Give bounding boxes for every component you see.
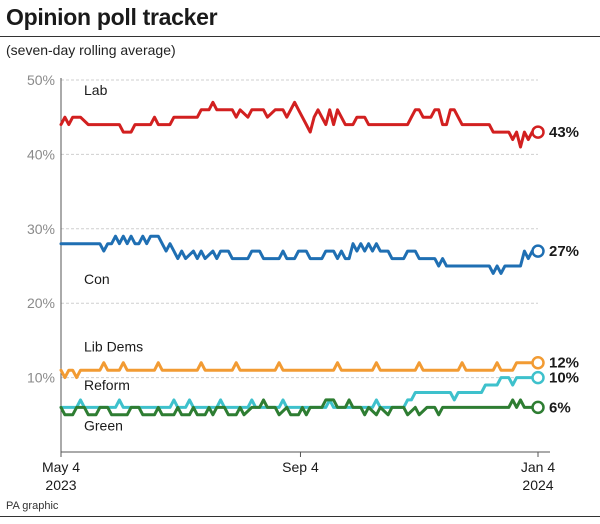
credit-text: PA graphic: [6, 500, 59, 512]
end-marker-lib-dems: [531, 355, 545, 370]
x-tick-year-0: 2023: [45, 477, 76, 493]
chart-subtitle: (seven-day rolling average): [6, 42, 176, 58]
grid-layer: [61, 79, 538, 379]
label-layer: 43% Lab 27% Con 12% Lib Dems 10% Reform 6% Green: [84, 82, 579, 434]
end-marker-reform: [531, 370, 545, 385]
series-name-con: Con: [84, 271, 110, 287]
y-tick-label-20: 20%: [27, 295, 55, 311]
title-divider: [0, 36, 600, 37]
x-tick-label-0: May 4: [42, 459, 80, 475]
y-tick-label-40: 40%: [27, 146, 55, 162]
x-tick-label-2: Jan 4: [521, 459, 555, 475]
end-marker-green: [531, 400, 545, 415]
end-label-lib-dems: 12%: [549, 355, 579, 372]
series-line-con: [59, 234, 540, 275]
footer-divider: [0, 516, 600, 517]
series-name-lib-dems: Lib Dems: [84, 339, 143, 355]
series-name-lab: Lab: [84, 82, 108, 98]
y-tick-label-30: 30%: [27, 221, 55, 237]
end-label-green: 6%: [549, 399, 571, 416]
y-tick-label-50: 50%: [27, 72, 55, 88]
end-label-reform: 10%: [549, 370, 579, 387]
series-layer: [59, 100, 545, 417]
end-marker-con: [531, 244, 545, 258]
chart-title: Opinion poll tracker: [6, 4, 218, 30]
series-line-green: [59, 398, 540, 417]
y-tick-label-10: 10%: [27, 370, 55, 386]
series-name-reform: Reform: [84, 377, 130, 393]
series-line-reform: [59, 376, 540, 409]
series-name-green: Green: [84, 417, 123, 433]
end-marker-lab: [531, 125, 545, 139]
x-tick-label-1: Sep 4: [282, 459, 319, 475]
end-label-lab: 43%: [549, 124, 579, 141]
series-line-lab: [59, 100, 540, 149]
axis-layer: 10% 20% 30% 40% 50% May 4 2023 Sep 4 Jan 4 2024: [27, 72, 555, 493]
series-line-lib-dems: [59, 361, 540, 380]
x-tick-year-2: 2024: [522, 477, 553, 493]
end-label-con: 27%: [549, 243, 579, 260]
